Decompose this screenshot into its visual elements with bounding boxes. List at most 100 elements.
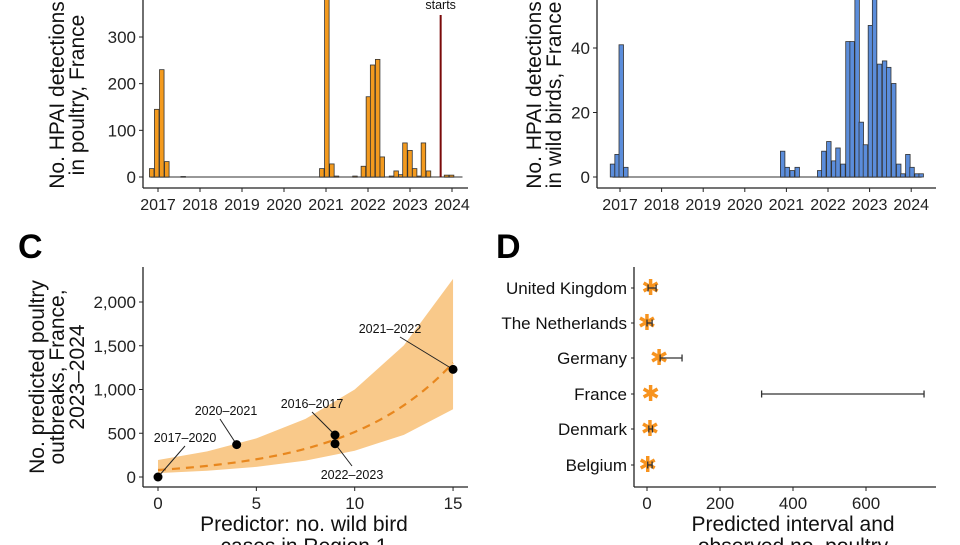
- panel-c-fit-line: [157, 362, 454, 472]
- panel-a-start-label: starts: [425, 0, 456, 12]
- bar: [876, 63, 883, 178]
- category-label: Denmark: [558, 420, 627, 439]
- data-point: [448, 364, 458, 374]
- x-tick-label: 200: [706, 494, 734, 513]
- point-label: 2020–2021: [195, 404, 258, 418]
- bar: [448, 174, 455, 178]
- panel-c-ticks: 0 5 10 15 0 500 1,000 1,500 2,000: [93, 293, 462, 513]
- panel-a-ylabel-line1: No. HPAI detections: [46, 1, 69, 189]
- bar: [443, 174, 450, 178]
- bar: [789, 170, 795, 178]
- bar: [411, 168, 418, 178]
- bar: [425, 170, 432, 178]
- bar: [379, 156, 385, 178]
- panel-c-points: 2017–2020 2020–2021 2016–2017 2022–2023 2021…: [153, 322, 458, 482]
- x-tick-label: 10: [345, 494, 364, 513]
- x-tick-label: 600: [852, 494, 880, 513]
- observed-star-marker: ✱: [650, 345, 668, 370]
- bar: [180, 176, 186, 178]
- bar: [623, 166, 629, 178]
- bar: [369, 64, 376, 178]
- panel-b-ylabel-line2: in wild birds, France: [543, 2, 566, 189]
- x-tick-label: 400: [779, 494, 807, 513]
- category-label: United Kingdom: [506, 279, 627, 298]
- leader-line: [399, 336, 454, 370]
- bar: [159, 69, 165, 178]
- leader-line: [311, 411, 336, 436]
- bar: [849, 41, 855, 178]
- x-tick-label: 2023: [852, 197, 888, 214]
- bar: [854, 0, 860, 178]
- bar: [918, 173, 924, 178]
- x-tick-label: 2019: [685, 197, 721, 214]
- x-tick-label: 15: [444, 494, 463, 513]
- panel-d-xlabel-line2: observed no. poultry: [698, 535, 889, 545]
- x-tick-label: 0: [153, 494, 162, 513]
- panel-c-confidence-band: [158, 278, 454, 474]
- panel-c-ylabel-line2: outbreaks, France,: [46, 289, 69, 464]
- x-tick-label: 2022: [350, 197, 386, 214]
- category-label: Belgium: [566, 456, 627, 475]
- panel-b-ticks: 2017 2018 2019 2020 2021 2022 2023 2024 0 20 40: [571, 39, 929, 214]
- y-tick-label: 40: [571, 39, 590, 58]
- data-point: [330, 430, 340, 440]
- panel-d-xlabel-line1: Predicted interval and: [691, 513, 894, 536]
- bar: [618, 44, 624, 178]
- x-tick-label: 2023: [392, 197, 428, 214]
- bar: [826, 141, 832, 178]
- panel-c-letter: C: [18, 228, 43, 266]
- bar: [154, 108, 160, 178]
- bar: [393, 170, 399, 178]
- panel-a-bars: [149, 0, 463, 178]
- panel-c-xlabel-line1: Predictor: no. wild bird: [200, 513, 408, 536]
- bar: [835, 147, 841, 178]
- y-tick-label: 100: [108, 121, 136, 140]
- bar: [609, 163, 616, 178]
- bar: [388, 175, 395, 178]
- x-tick-label: 2018: [644, 197, 680, 214]
- bar: [794, 166, 800, 178]
- leader-line: [219, 418, 238, 445]
- bar: [402, 142, 408, 178]
- bar: [360, 165, 367, 178]
- panel-a-ylabel-line2: in poultry, France: [66, 15, 89, 176]
- bar: [319, 168, 325, 178]
- panel-c-ylabel-line1: No. predicted poultry: [26, 280, 49, 474]
- panel-a-ticks: 2017 2018 2019 2020 2021 2022 2023 2024 0 100 200 3…: [108, 28, 470, 214]
- x-tick-label: 2022: [810, 197, 846, 214]
- x-tick-label: 2021: [769, 197, 805, 214]
- leader-line: [157, 445, 186, 478]
- bar: [862, 144, 869, 178]
- bar: [784, 166, 790, 178]
- panel-c-xlabel-line2: cases in Region 1: [221, 535, 388, 545]
- x-tick-label: 2019: [224, 197, 260, 214]
- panel-d-letter: D: [496, 228, 521, 266]
- x-tick-label: 2020: [266, 197, 302, 214]
- point-label: 2016–2017: [281, 397, 344, 411]
- data-point: [232, 440, 242, 450]
- panel-b-wild-birds-chart: 2017 2018 2019 2020 2021 2022 2023 2024 0 20 40 No…: [523, 0, 936, 214]
- bar: [780, 150, 786, 178]
- x-tick-label: 2024: [893, 197, 929, 214]
- bar: [333, 175, 340, 178]
- bar: [420, 142, 427, 178]
- panel-c-ylabel-line3: 2023–2024: [66, 324, 89, 429]
- leader-line: [334, 443, 353, 467]
- panel-a-poultry-chart: 2017 2018 2019 2020 2021 2022 2023 2024 0 100 200 3…: [46, 0, 470, 214]
- panel-d-ticks: 0 200 400 600: [642, 487, 880, 513]
- bar: [329, 163, 335, 178]
- bar: [871, 0, 878, 178]
- observed-star-marker: ✱: [641, 381, 659, 406]
- bar: [905, 154, 911, 178]
- bar: [891, 83, 897, 178]
- x-tick-label: 2021: [308, 197, 344, 214]
- bar: [149, 168, 155, 178]
- bar: [840, 163, 846, 178]
- bar: [886, 66, 892, 178]
- data-point: [153, 472, 163, 482]
- y-tick-label: 500: [108, 424, 136, 443]
- panel-b-ylabel-line1: No. HPAI detections: [523, 1, 546, 189]
- bar: [407, 149, 413, 178]
